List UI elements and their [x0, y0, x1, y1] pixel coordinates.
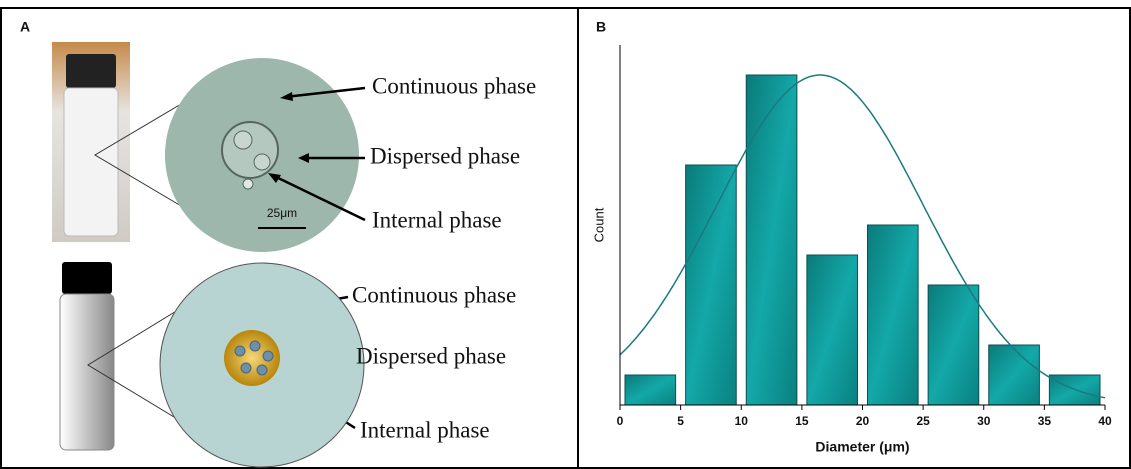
- bar: [685, 164, 737, 406]
- bar: [927, 284, 980, 406]
- x-tick-label: 10: [735, 414, 749, 428]
- x-tick-label: 20: [856, 414, 870, 428]
- x-tick-label: 15: [795, 414, 809, 428]
- label: Continuous phase: [352, 282, 516, 307]
- label: Dispersed phase: [356, 343, 506, 368]
- vial-cap: [62, 262, 112, 294]
- x-tick-label: 35: [1038, 414, 1052, 428]
- fit-curve: [619, 74, 1106, 399]
- inner-drop: [233, 130, 253, 150]
- label: Internal phase: [372, 207, 502, 232]
- vial-cap: [66, 54, 116, 88]
- label: Dispersed phase: [370, 143, 520, 168]
- droplet: [221, 121, 279, 179]
- bar: [806, 254, 858, 406]
- panel-label: A: [20, 19, 30, 35]
- inner-drops: [234, 340, 274, 376]
- scale-label: 25μm: [267, 206, 297, 220]
- bar: [988, 344, 1040, 406]
- x-tick-label: 30: [977, 414, 991, 428]
- bar: [867, 224, 919, 406]
- inner-drop: [253, 153, 271, 171]
- vial-body: [63, 87, 119, 237]
- inner-drop: [242, 178, 254, 190]
- x-tick-label: 0: [617, 414, 624, 428]
- bar: [624, 374, 677, 406]
- x-tick-label: 25: [916, 414, 930, 428]
- x-axis-label: Diameter (μm): [815, 439, 909, 455]
- label: Continuous phase: [372, 73, 536, 98]
- label: Internal phase: [360, 417, 490, 442]
- vial-body: [59, 293, 115, 451]
- y-axis-label: Count: [591, 207, 606, 242]
- panel-label: B: [596, 19, 606, 35]
- frame: [0, 7, 1131, 469]
- bar: [745, 74, 798, 406]
- x-tick-label: 5: [677, 414, 684, 428]
- x-tick-label: 40: [1098, 414, 1112, 428]
